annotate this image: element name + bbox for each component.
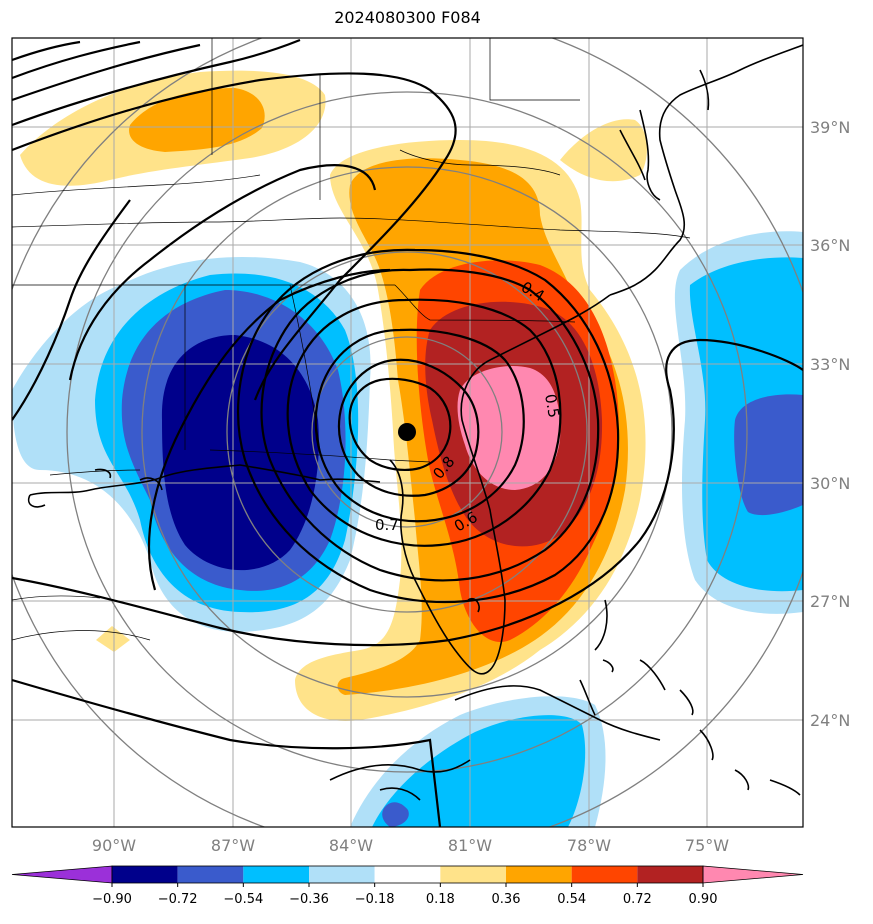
lat-label: 24°N (810, 711, 850, 730)
pos-shade-1b (560, 119, 647, 182)
neg-shade-south-2 (372, 715, 586, 827)
colorbar: −0.90 −0.72 −0.54 −0.36 −0.18 0.18 0.36 0.54 0.7… (11, 865, 804, 907)
colorbar-tick-label: −0.54 (223, 892, 263, 907)
lat-label: 39°N (810, 118, 850, 137)
colorbar-swatch (112, 866, 178, 883)
colorbar-swatch (177, 866, 244, 883)
colorbar-extend-low (11, 865, 113, 884)
grid (12, 38, 803, 827)
storm-center-marker (398, 423, 416, 441)
colorbar-swatch (243, 866, 309, 883)
lat-label: 33°N (810, 355, 850, 374)
lat-label: 36°N (810, 236, 850, 255)
neg-shade-east-3 (734, 394, 803, 516)
coastline (27, 44, 803, 801)
colorbar-tick-label: −0.36 (289, 892, 329, 907)
lat-labels: 39°N 36°N 33°N 30°N 27°N 24°N (810, 118, 850, 730)
neg-shade-4 (161, 335, 319, 571)
colorbar-swatch (374, 866, 441, 883)
lon-label: 84°W (329, 836, 373, 855)
neg-shade-south-3 (382, 802, 409, 827)
pos-shade-5 (457, 366, 561, 490)
colorbar-swatch (506, 866, 572, 883)
lat-label: 30°N (810, 474, 850, 493)
colorbar-border (111, 865, 704, 884)
colorbar-tick-label: 0.90 (689, 892, 718, 907)
map-title: 2024080300 F084 (334, 8, 481, 27)
pos-shade-north-2 (129, 88, 265, 152)
lon-label: 90°W (92, 836, 136, 855)
colorbar-tick-label: 0.72 (623, 892, 652, 907)
lon-label: 87°W (211, 836, 255, 855)
colorbar-tick-label: −0.72 (158, 892, 198, 907)
isolines (12, 38, 803, 827)
map-frame (11, 37, 804, 828)
colorbar-tick-label: 0.18 (426, 892, 455, 907)
colorbar-swatch (637, 866, 703, 883)
colorbar-tick-label: 0.36 (492, 892, 521, 907)
colorbar-tick-label: −0.90 (92, 892, 132, 907)
range-rings (12, 38, 803, 827)
lat-label: 27°N (810, 592, 850, 611)
contour-label: 0.5 (541, 393, 563, 420)
colorbar-tick-label: 0.54 (557, 892, 586, 907)
lon-label: 81°W (448, 836, 492, 855)
colorbar-tick-label: −0.18 (355, 892, 395, 907)
colorbar-swatch (309, 866, 375, 883)
colorbar-swatch (440, 866, 506, 883)
colorbar-extend-high (702, 865, 804, 884)
contour-label: 0.7 (375, 516, 399, 534)
lon-label: 75°W (685, 836, 729, 855)
map-field: 0.4 0.5 0.6 0.7 0.8 (12, 38, 803, 827)
lon-labels: 90°W 87°W 84°W 81°W 78°W 75°W (92, 836, 729, 855)
pos-shade-small (96, 626, 130, 652)
lon-label: 78°W (567, 836, 611, 855)
colorbar-swatch (571, 866, 638, 883)
